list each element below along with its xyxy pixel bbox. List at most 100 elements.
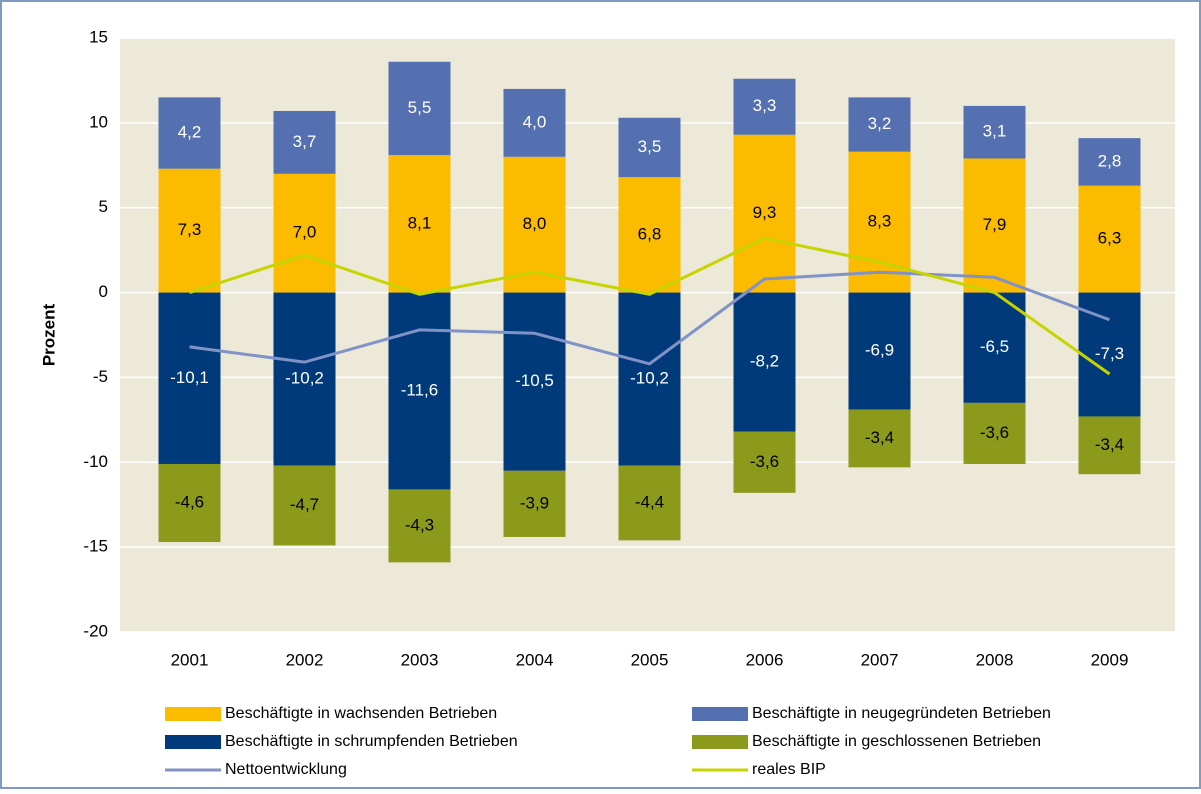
bar-segment <box>733 431 796 493</box>
bar-segment <box>1078 138 1141 186</box>
data-label: 8,0 <box>523 214 547 233</box>
legend-label: reales BIP <box>752 761 826 778</box>
data-label: 7,9 <box>983 215 1007 234</box>
bar-segment <box>503 292 566 471</box>
bar-segment <box>158 292 221 464</box>
bar-segment <box>388 292 451 490</box>
legend-label: Beschäftigte in geschlossenen Betrieben <box>752 733 1041 750</box>
data-label: -3,9 <box>520 493 549 512</box>
line-series <box>189 236 1111 376</box>
legend-label: Nettoentwicklung <box>225 761 347 778</box>
bar-segment <box>848 151 911 293</box>
y-tick-label: 10 <box>89 112 108 131</box>
x-tick-label: 2008 <box>976 650 1014 669</box>
data-label: 4,0 <box>523 112 547 131</box>
y-tick-label: -20 <box>83 621 108 640</box>
bar-segment <box>963 292 1026 403</box>
data-label: -11,6 <box>401 380 439 399</box>
bar-segment <box>963 402 1026 464</box>
bar-segment <box>388 489 451 563</box>
data-label: -7,3 <box>1095 344 1124 363</box>
y-tick-label: 0 <box>99 282 108 301</box>
bar-segment <box>273 173 336 293</box>
data-label: -4,3 <box>405 515 434 534</box>
y-tick-label: -5 <box>93 367 108 386</box>
data-label: -8,2 <box>750 352 779 371</box>
y-axis-label: Prozent <box>39 303 58 366</box>
bar-segment <box>158 168 221 293</box>
data-label: 8,1 <box>408 213 432 232</box>
data-label: -4,6 <box>175 493 204 512</box>
bar-segment <box>848 292 911 410</box>
data-label: 4,2 <box>178 123 202 142</box>
data-label: -6,5 <box>980 337 1009 356</box>
data-label: -3,6 <box>750 452 779 471</box>
bar-segment <box>733 134 796 293</box>
data-label: 3,3 <box>753 96 777 115</box>
data-label: -10,5 <box>515 371 554 390</box>
bar-segment <box>618 465 681 541</box>
data-label: 2,8 <box>1098 151 1122 170</box>
bar-segment <box>158 97 221 169</box>
bar-segment <box>1078 416 1141 475</box>
legend-label: Beschäftigte in schrumpfenden Betrieben <box>225 733 518 750</box>
data-label: -4,4 <box>635 493 664 512</box>
data-label: -3,4 <box>1095 435 1124 454</box>
bar-segment <box>618 292 681 466</box>
x-tick-label: 2009 <box>1091 650 1129 669</box>
data-label: 6,3 <box>1098 229 1122 248</box>
bar-segment <box>388 155 451 293</box>
data-label: 3,2 <box>868 114 892 133</box>
y-tick-label: 15 <box>89 27 108 46</box>
bar-segment <box>733 78 796 135</box>
y-tick-label: -10 <box>83 452 108 471</box>
data-label: -10,2 <box>285 369 324 388</box>
bar-segment <box>618 117 681 178</box>
bar-segment <box>158 463 221 543</box>
data-label: -3,6 <box>980 423 1009 442</box>
data-label: -3,4 <box>865 428 894 447</box>
bar-segment <box>273 292 336 466</box>
x-tick-label: 2002 <box>286 650 324 669</box>
legend-swatch <box>692 735 748 749</box>
x-tick-label: 2004 <box>516 650 554 669</box>
bar-segment <box>503 156 566 293</box>
line-series <box>189 270 1111 366</box>
bar-segment <box>273 110 336 174</box>
x-tick-label: 2001 <box>171 650 209 669</box>
data-label: 3,7 <box>293 132 317 151</box>
bar-segment <box>388 61 451 156</box>
data-label: 3,1 <box>983 122 1007 141</box>
y-tick-label: -15 <box>83 537 108 556</box>
x-tick-label: 2006 <box>746 650 784 669</box>
data-label: -4,7 <box>290 495 319 514</box>
bar-segment <box>963 105 1026 159</box>
bar-segment <box>848 409 911 468</box>
data-label: 5,5 <box>408 98 432 117</box>
x-tick-label: 2003 <box>401 650 439 669</box>
data-label: -10,1 <box>170 368 209 387</box>
bar-segment <box>963 158 1026 293</box>
x-tick-label: 2005 <box>631 650 669 669</box>
data-label: -10,2 <box>630 369 669 388</box>
bar-segment <box>273 465 336 546</box>
bar-segment <box>848 97 911 152</box>
x-tick-label: 2007 <box>861 650 899 669</box>
legend-swatch <box>165 735 221 749</box>
data-label: 7,3 <box>178 220 202 239</box>
data-label: 3,5 <box>638 137 662 156</box>
data-label: 7,0 <box>293 223 317 242</box>
data-label: 9,3 <box>753 203 777 222</box>
bar-segment <box>1078 185 1141 293</box>
legend-swatch <box>692 707 748 721</box>
data-label: 8,3 <box>868 212 892 231</box>
bar-segment <box>503 88 566 157</box>
bar-segment <box>733 292 796 432</box>
legend-label: Beschäftigte in wachsenden Betrieben <box>225 705 497 722</box>
legend-label: Beschäftigte in neugegründeten Betrieben <box>752 705 1051 722</box>
bar-segment <box>503 470 566 537</box>
data-label: -6,9 <box>865 341 894 360</box>
data-label: 6,8 <box>638 224 662 243</box>
legend-swatch <box>165 707 221 721</box>
